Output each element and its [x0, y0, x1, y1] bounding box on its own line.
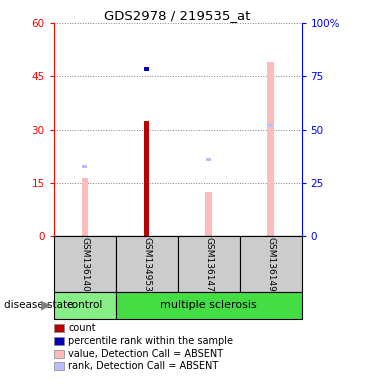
- Bar: [268, 124, 273, 127]
- Text: value, Detection Call = ABSENT: value, Detection Call = ABSENT: [68, 349, 223, 359]
- Bar: [115, 292, 302, 319]
- Text: GSM136149: GSM136149: [266, 237, 275, 291]
- Bar: [54, 236, 115, 292]
- Text: percentile rank within the sample: percentile rank within the sample: [68, 336, 233, 346]
- Text: multiple sclerosis: multiple sclerosis: [160, 300, 257, 310]
- Text: GSM134953: GSM134953: [142, 237, 151, 291]
- Bar: [178, 236, 240, 292]
- Text: ▶: ▶: [41, 299, 51, 312]
- Bar: [240, 236, 302, 292]
- Text: count: count: [68, 323, 96, 333]
- Bar: [144, 68, 149, 71]
- Bar: [268, 62, 274, 236]
- Title: GDS2978 / 219535_at: GDS2978 / 219535_at: [104, 9, 251, 22]
- Text: GSM136140: GSM136140: [80, 237, 89, 291]
- Bar: [82, 165, 87, 169]
- Text: disease state: disease state: [4, 300, 73, 310]
- Bar: [54, 292, 115, 319]
- Bar: [144, 121, 149, 236]
- Bar: [205, 192, 212, 236]
- Text: rank, Detection Call = ABSENT: rank, Detection Call = ABSENT: [68, 361, 219, 371]
- Text: GSM136147: GSM136147: [204, 237, 213, 291]
- Text: control: control: [67, 300, 103, 310]
- Bar: [206, 158, 211, 161]
- Bar: [115, 236, 178, 292]
- Bar: [81, 177, 88, 236]
